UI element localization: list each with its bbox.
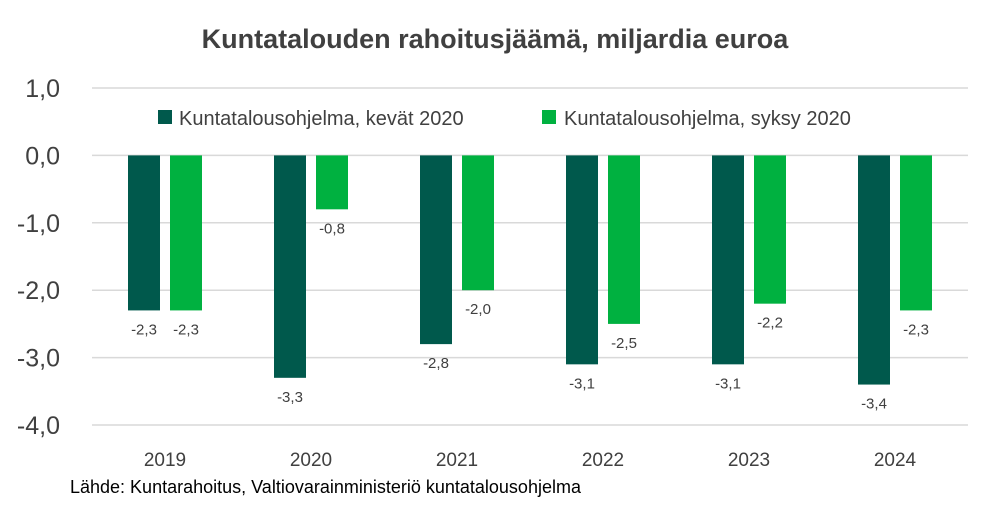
data-label: -0,8 (319, 220, 345, 237)
bar-autumn-2022 (608, 155, 640, 324)
data-label: -2,0 (465, 301, 491, 318)
legend: Kuntatalousohjelma, kevät 2020 Kuntatalo… (158, 108, 851, 130)
data-label: -2,3 (173, 321, 199, 338)
bar-spring-2021 (420, 155, 452, 345)
x-tick-label: 2020 (290, 450, 332, 471)
y-tick-label: -3,0 (17, 345, 60, 373)
bar-spring-2023 (712, 155, 744, 365)
source-note: Lähde: Kuntarahoitus, Valtiovarainminist… (70, 477, 582, 497)
bar-spring-2020 (274, 155, 306, 378)
y-tick-label: 0,0 (25, 142, 60, 170)
data-label: -2,8 (423, 355, 449, 372)
y-tick-label: -4,0 (17, 412, 60, 440)
x-tick-label: 2024 (874, 450, 917, 471)
y-axis-ticks: 1,0 0,0 -1,0 -2,0 -3,0 -4,0 (17, 75, 60, 440)
data-label: -2,3 (131, 321, 157, 338)
bar-autumn-2020 (316, 155, 348, 210)
data-labels: -2,3 -2,3 -3,3 -0,8 -2,8 -2,0 -3,1 -2,5 -3,1 -2,2… (131, 220, 929, 412)
x-axis-ticks: 2019 2020 2021 2022 2023 2024 (144, 450, 917, 471)
x-tick-label: 2023 (728, 450, 770, 471)
bar-spring-2024 (858, 155, 890, 385)
x-tick-label: 2019 (144, 450, 186, 471)
bars (128, 155, 932, 385)
legend-label-autumn: Kuntatalousohjelma, syksy 2020 (564, 108, 851, 130)
bar-autumn-2023 (754, 155, 786, 304)
bar-autumn-2021 (462, 155, 494, 291)
bar-spring-2019 (128, 155, 160, 311)
data-label: -3,4 (861, 396, 887, 413)
chart-title: Kuntatalouden rahoitusjäämä, miljardia e… (202, 24, 790, 54)
data-label: -3,3 (277, 389, 303, 406)
y-tick-label: 1,0 (25, 75, 60, 103)
data-label: -3,1 (569, 375, 595, 392)
x-tick-label: 2021 (436, 450, 478, 471)
bar-spring-2022 (566, 155, 598, 365)
x-tick-label: 2022 (582, 450, 624, 471)
legend-swatch-spring (158, 110, 172, 124)
bar-autumn-2019 (170, 155, 202, 311)
data-label: -3,1 (715, 375, 741, 392)
bar-autumn-2024 (900, 155, 932, 311)
data-label: -2,3 (903, 321, 929, 338)
y-tick-label: -2,0 (17, 277, 60, 305)
gridlines (92, 87, 968, 426)
legend-label-spring: Kuntatalousohjelma, kevät 2020 (179, 108, 464, 130)
data-label: -2,5 (611, 335, 637, 352)
legend-swatch-autumn (542, 110, 556, 124)
data-label: -2,2 (757, 315, 783, 332)
y-tick-label: -1,0 (17, 210, 60, 238)
